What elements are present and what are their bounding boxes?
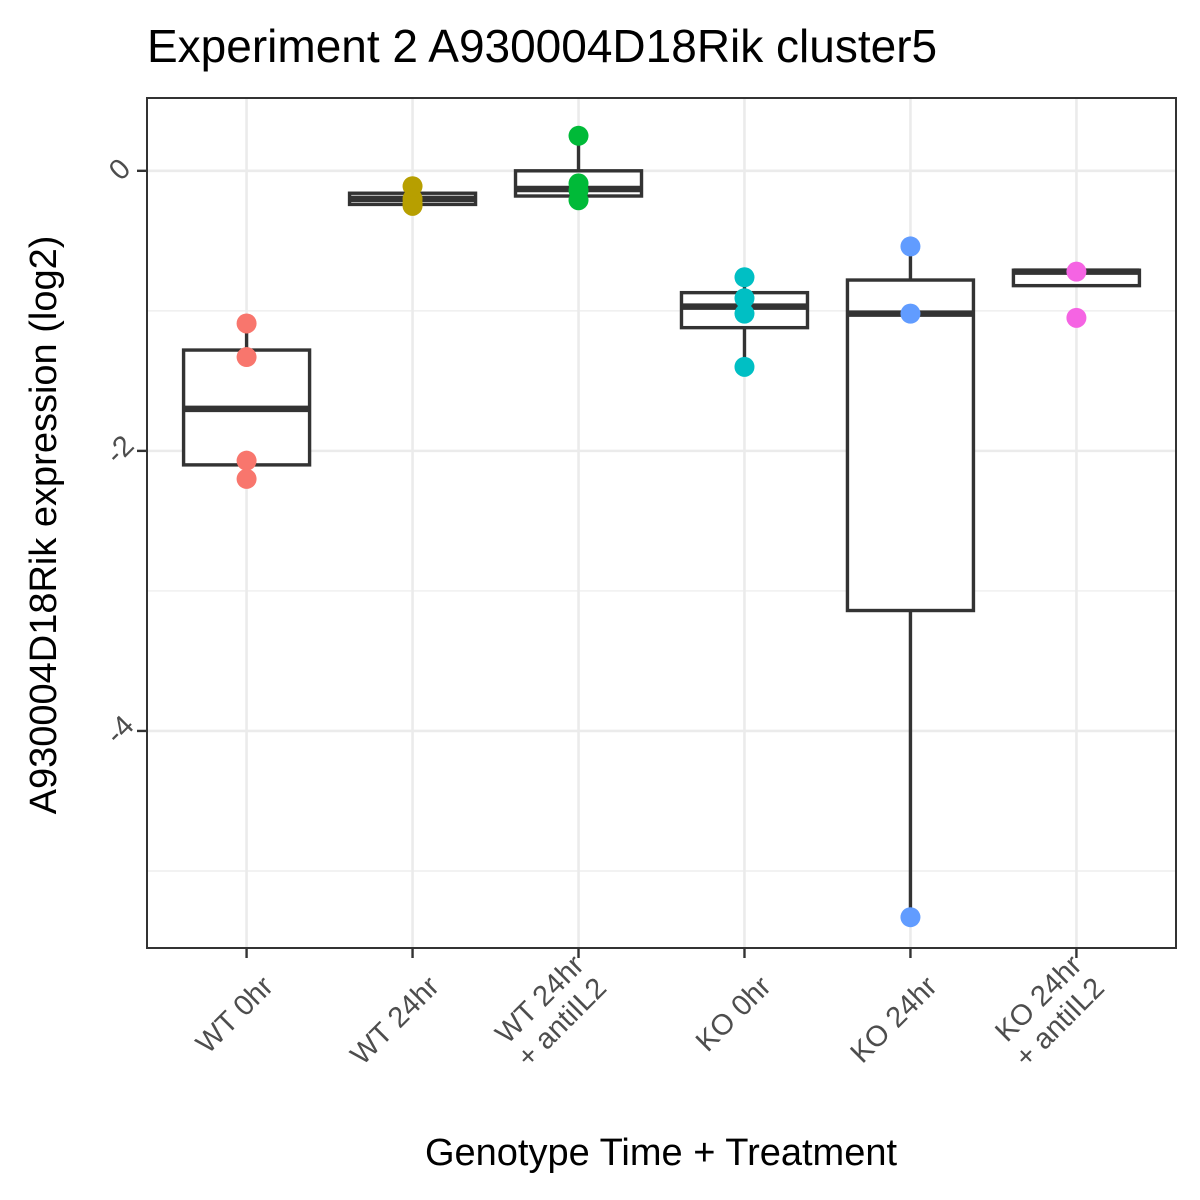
data-point <box>236 468 257 489</box>
box-body <box>845 278 976 613</box>
box-5 <box>845 246 976 918</box>
x-tick-label: KO 24hr+ antiIL2 <box>986 949 1111 1074</box>
plot-background <box>147 98 1176 948</box>
x-tick-label-line: WT 24hr <box>345 970 446 1071</box>
data-point <box>568 125 589 146</box>
data-point <box>1066 261 1087 282</box>
y-tick-label: -2 <box>100 429 141 470</box>
data-point <box>734 288 755 309</box>
data-point <box>734 267 755 288</box>
y-tick-label: -4 <box>100 710 141 751</box>
data-point <box>402 195 423 216</box>
x-tick-label: KO 0hr <box>690 970 778 1058</box>
x-tick-label: WT 0hr <box>190 970 280 1060</box>
data-point <box>236 450 257 471</box>
data-point <box>236 347 257 368</box>
data-point <box>900 303 921 324</box>
data-point <box>568 190 589 211</box>
y-tick-label: 0 <box>103 153 137 187</box>
x-axis-title: Genotype Time + Treatment <box>425 1132 898 1174</box>
y-axis-title: A930004D18Rik expression (log2) <box>23 236 65 815</box>
plot-area <box>147 98 1176 948</box>
x-tick-label: WT 24hr+ antiIL2 <box>489 949 614 1074</box>
x-tick-label: KO 24hr <box>845 970 944 1069</box>
x-tick-label: WT 24hr <box>345 970 446 1071</box>
x-tick-label-line: WT 0hr <box>190 970 280 1060</box>
data-point <box>1066 307 1087 328</box>
x-tick-label-line: KO 24hr <box>845 970 944 1069</box>
data-point <box>734 303 755 324</box>
data-point <box>900 236 921 257</box>
data-point <box>236 313 257 334</box>
data-point <box>900 907 921 928</box>
x-tick-label-line: KO 0hr <box>690 970 778 1058</box>
data-point <box>734 356 755 377</box>
chart-title: Experiment 2 A930004D18Rik cluster5 <box>147 20 937 72</box>
panel-border <box>146 97 1177 949</box>
